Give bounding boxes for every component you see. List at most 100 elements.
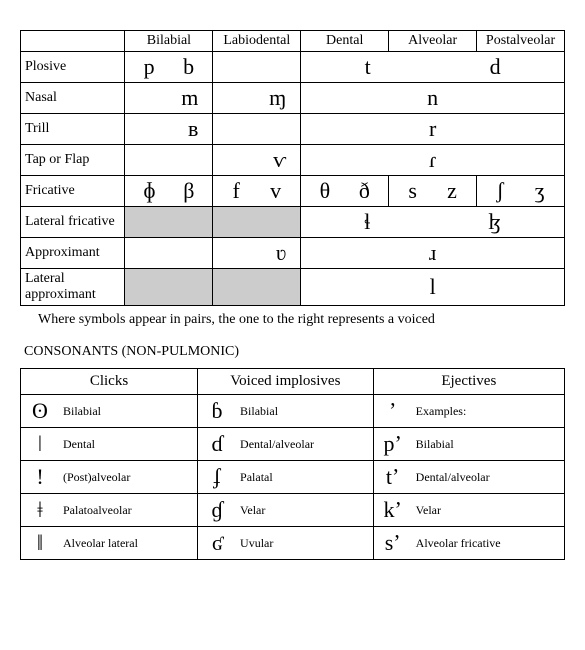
ipa-symbol: ɮ bbox=[488, 209, 501, 235]
ipa-symbol: ɓ bbox=[204, 398, 230, 424]
ipa-symbol: ɹ bbox=[429, 240, 436, 266]
header-dental: Dental bbox=[301, 31, 389, 52]
np-cell: ǂ Palatoalveolar bbox=[21, 494, 198, 527]
table-row: Lateral approximant l bbox=[21, 269, 565, 306]
np-label: Palatal bbox=[240, 470, 273, 485]
ipa-cell: pb bbox=[125, 52, 213, 83]
np-cell: ɠ Velar bbox=[198, 494, 374, 527]
ipa-cell: ɹ bbox=[301, 238, 565, 269]
row-label: Trill bbox=[21, 114, 125, 145]
np-label: Dental/alveolar bbox=[416, 470, 490, 485]
ipa-symbol: θ bbox=[320, 178, 331, 204]
ipa-cell: ʙ bbox=[125, 114, 213, 145]
ipa-symbol: ʘ bbox=[27, 398, 53, 424]
ipa-cell: ɸβ bbox=[125, 176, 213, 207]
table-row: Fricativeɸβfvθðszʃʒ bbox=[21, 176, 565, 207]
np-cell: ǃ(Post)alveolar bbox=[21, 461, 198, 494]
row-label: Fricative bbox=[21, 176, 125, 207]
np-cell: pʼ Bilabial bbox=[373, 428, 564, 461]
ipa-symbol: ʃ bbox=[497, 178, 504, 204]
ipa-symbol: ǂ bbox=[27, 497, 53, 523]
np-cell: kʼVelar bbox=[373, 494, 564, 527]
ipa-symbol: ʋ bbox=[276, 240, 286, 266]
ipa-symbol: tʼ bbox=[380, 464, 406, 490]
ipa-symbol: ɾ bbox=[429, 147, 436, 173]
ipa-cell: ʃʒ bbox=[477, 176, 565, 207]
ipa-cell: r bbox=[301, 114, 565, 145]
ipa-symbol: ʒ bbox=[535, 178, 545, 204]
row-label: Plosive bbox=[21, 52, 125, 83]
ipa-cell bbox=[125, 238, 213, 269]
header-ejectives: Ejectives bbox=[373, 369, 564, 395]
table-row: Approximantʋɹ bbox=[21, 238, 565, 269]
np-label: Velar bbox=[240, 503, 265, 518]
np-cell: ǀDental bbox=[21, 428, 198, 461]
ipa-cell: ɱ bbox=[213, 83, 301, 114]
ipa-symbol: ʙ bbox=[188, 116, 198, 142]
ipa-symbol: z bbox=[447, 178, 457, 204]
nonpulmonic-consonants-table: Clicks Voiced implosives Ejectives ʘ Bila… bbox=[20, 368, 565, 560]
ipa-symbol: pʼ bbox=[380, 431, 406, 457]
header-clicks: Clicks bbox=[21, 369, 198, 395]
table-row: ǂPalatoalveolarɠVelarkʼVelar bbox=[21, 494, 565, 527]
pulmonic-consonants-table: Bilabial Labiodental Dental Alveolar Pos… bbox=[20, 30, 565, 306]
np-cell: ʄ Palatal bbox=[198, 461, 374, 494]
ipa-cell: l bbox=[301, 269, 565, 306]
row-label: Nasal bbox=[21, 83, 125, 114]
np-label: Dental/alveolar bbox=[240, 437, 314, 452]
np-label: Alveolar fricative bbox=[416, 536, 501, 551]
np-cell: ʼExamples: bbox=[373, 395, 564, 428]
np-label: Bilabial bbox=[416, 437, 454, 452]
np-cell: ɓBilabial bbox=[198, 395, 374, 428]
ipa-symbol: l bbox=[430, 274, 436, 300]
header-alveolar: Alveolar bbox=[389, 31, 477, 52]
ipa-symbol: v bbox=[270, 178, 281, 204]
np-label: Velar bbox=[416, 503, 441, 518]
ipa-cell bbox=[213, 269, 301, 306]
ipa-cell bbox=[125, 269, 213, 306]
ipa-symbol: ʼ bbox=[380, 398, 406, 424]
np-cell: sʼ Alveolar fricative bbox=[373, 527, 564, 560]
ipa-cell: θð bbox=[301, 176, 389, 207]
ipa-cell: ɬɮ bbox=[301, 207, 565, 238]
ipa-cell: ⱱ bbox=[213, 145, 301, 176]
ipa-symbol: t bbox=[365, 54, 371, 80]
np-label: Palatoalveolar bbox=[63, 503, 132, 518]
header-postalveolar: Postalveolar bbox=[477, 31, 565, 52]
ipa-symbol: d bbox=[490, 54, 501, 80]
np-cell: ʘ Bilabial bbox=[21, 395, 198, 428]
np-label: Alveolar lateral bbox=[63, 536, 138, 551]
ipa-cell: ʋ bbox=[213, 238, 301, 269]
ipa-cell bbox=[125, 145, 213, 176]
ipa-cell: n bbox=[301, 83, 565, 114]
ipa-symbol: n bbox=[427, 85, 438, 111]
table-row: Lateral fricativeɬɮ bbox=[21, 207, 565, 238]
table-row: ʘ Bilabial ɓBilabialʼExamples: bbox=[21, 395, 565, 428]
np-label: Bilabial bbox=[63, 404, 101, 419]
ipa-symbol: f bbox=[233, 178, 240, 204]
ipa-symbol: ʄ bbox=[204, 464, 230, 490]
ipa-symbol: ǁ bbox=[27, 530, 53, 556]
table-row: Plosivepb t d bbox=[21, 52, 565, 83]
ipa-symbol: sʼ bbox=[380, 530, 406, 556]
header-labiodental: Labiodental bbox=[213, 31, 301, 52]
header-bilabial: Bilabial bbox=[125, 31, 213, 52]
pulmonic-caption: Where symbols appear in pairs, the one t… bbox=[38, 312, 565, 328]
ipa-symbol: ɸ bbox=[143, 178, 155, 204]
pulmonic-header-row: Bilabial Labiodental Dental Alveolar Pos… bbox=[21, 31, 565, 52]
np-cell: ǁ Alveolar lateral bbox=[21, 527, 198, 560]
ipa-cell: sz bbox=[389, 176, 477, 207]
np-cell: tʼ Dental/alveolar bbox=[373, 461, 564, 494]
ipa-symbol: ɠ bbox=[204, 497, 230, 523]
ipa-symbol: ⱱ bbox=[273, 147, 286, 173]
ipa-cell: m bbox=[125, 83, 213, 114]
header-voiced-implosives: Voiced implosives bbox=[198, 369, 374, 395]
ipa-symbol: β bbox=[183, 178, 194, 204]
np-cell: ɗ Dental/alveolar bbox=[198, 428, 374, 461]
ipa-symbol: ǀ bbox=[27, 431, 53, 457]
ipa-symbol: b bbox=[183, 54, 194, 80]
ipa-symbol: ʛ bbox=[204, 530, 230, 556]
row-label: Lateral approximant bbox=[21, 269, 125, 306]
ipa-symbol: ɗ bbox=[204, 431, 230, 457]
nonpulmonic-header-row: Clicks Voiced implosives Ejectives bbox=[21, 369, 565, 395]
